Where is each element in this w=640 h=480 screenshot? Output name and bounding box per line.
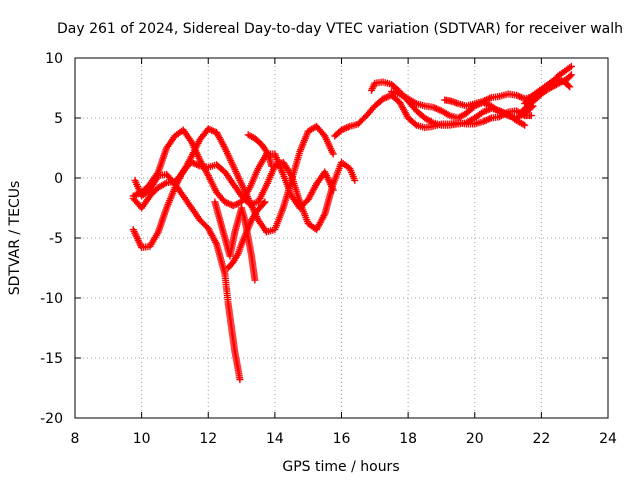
- series-track-l: [517, 71, 575, 116]
- x-tick-label: 20: [466, 431, 484, 447]
- y-tick-label: -20: [40, 411, 63, 427]
- series-track-f: [224, 198, 269, 272]
- x-axis-label: GPS time / hours: [282, 459, 399, 475]
- x-tick-label: 14: [266, 431, 284, 447]
- point-markers: [131, 170, 244, 384]
- y-axis-label: SDTVAR / TECUs: [7, 181, 23, 296]
- point-markers: [211, 198, 259, 284]
- y-tick-label: 10: [45, 51, 63, 67]
- x-tick-label: 22: [532, 431, 550, 447]
- point-markers: [224, 198, 269, 272]
- x-tick-label: 12: [199, 431, 217, 447]
- x-tick-label: 24: [599, 431, 617, 447]
- y-tick-label: -15: [40, 351, 63, 367]
- point-markers: [244, 131, 275, 170]
- point-markers: [129, 126, 337, 212]
- series-track-d: [131, 170, 244, 384]
- x-tick-label: 16: [333, 431, 351, 447]
- series-track-e: [211, 198, 259, 284]
- y-tick-label: -5: [49, 231, 63, 247]
- axis-ticks: [74, 57, 609, 419]
- x-tick-label: 8: [71, 431, 80, 447]
- data-points: [129, 62, 575, 384]
- x-tick-label: 10: [133, 431, 151, 447]
- series-track-g: [244, 131, 275, 170]
- series-track-c: [129, 126, 337, 212]
- chart-title: Day 261 of 2024, Sidereal Day-to-day VTE…: [57, 21, 623, 37]
- y-tick-labels: -20 -15 -10 -5 0 5 10: [40, 51, 63, 427]
- y-tick-label: 5: [54, 111, 63, 127]
- x-tick-labels: 8 10 12 14 16 18 20 22 24: [71, 431, 617, 447]
- point-markers: [517, 71, 575, 116]
- y-tick-label: 0: [54, 171, 63, 187]
- point-markers: [521, 76, 574, 108]
- y-tick-label: -10: [40, 291, 63, 307]
- series-track-m: [521, 76, 574, 108]
- x-tick-label: 18: [399, 431, 417, 447]
